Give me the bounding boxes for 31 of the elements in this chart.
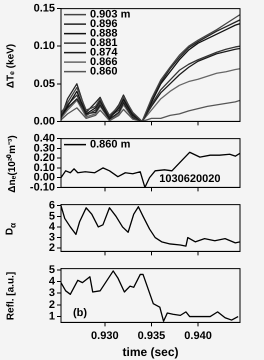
x-axis-title: time (sec) bbox=[122, 345, 179, 360]
legend-label: 0.860 bbox=[90, 66, 118, 78]
y-tick-label: 0.15 bbox=[34, 2, 55, 15]
x-tick-label: 0.940 bbox=[184, 330, 212, 342]
annotation: 1030620020 bbox=[159, 172, 220, 185]
y-tick-label: 3 bbox=[48, 287, 55, 300]
y-tick-label: 2 bbox=[48, 242, 55, 254]
legend-label: 0.860 m bbox=[90, 138, 131, 151]
y-tick-label: -0.10 bbox=[30, 181, 55, 194]
x-tick-label: 0.935 bbox=[138, 330, 166, 342]
y-tick-label: 0.00 bbox=[34, 172, 55, 184]
y-tick-label: 0.20 bbox=[34, 152, 55, 164]
y-tick-label: 2 bbox=[48, 298, 55, 311]
y-tick-label: 5 bbox=[48, 264, 55, 276]
annotation: (b) bbox=[73, 306, 88, 319]
y-tick-label: 6 bbox=[48, 200, 55, 212]
y-tick-label: 0.10 bbox=[34, 40, 55, 52]
y-tick-label: 0.10 bbox=[34, 162, 55, 174]
y-tick-label: 4 bbox=[48, 275, 56, 288]
y-tick-label: 3 bbox=[48, 232, 55, 244]
y-tick-label: 0.40 bbox=[34, 132, 55, 145]
y-tick-label: 5 bbox=[48, 210, 55, 222]
x-tick-label: 0.930 bbox=[91, 330, 119, 342]
y-tick-label: 0.05 bbox=[34, 78, 55, 90]
y-tick-label: 4 bbox=[48, 220, 56, 233]
y-tick-label: 1 bbox=[48, 310, 55, 323]
y-axis-title: Δnₑ(10²⁰m⁻³) bbox=[5, 135, 18, 193]
y-tick-label: 0.00 bbox=[34, 115, 55, 128]
y-tick-label: 0.30 bbox=[34, 142, 55, 154]
y-axis-title: ΔTₑ (keV) bbox=[6, 44, 16, 88]
y-axis-title: Refl. [a.u.] bbox=[6, 272, 16, 320]
